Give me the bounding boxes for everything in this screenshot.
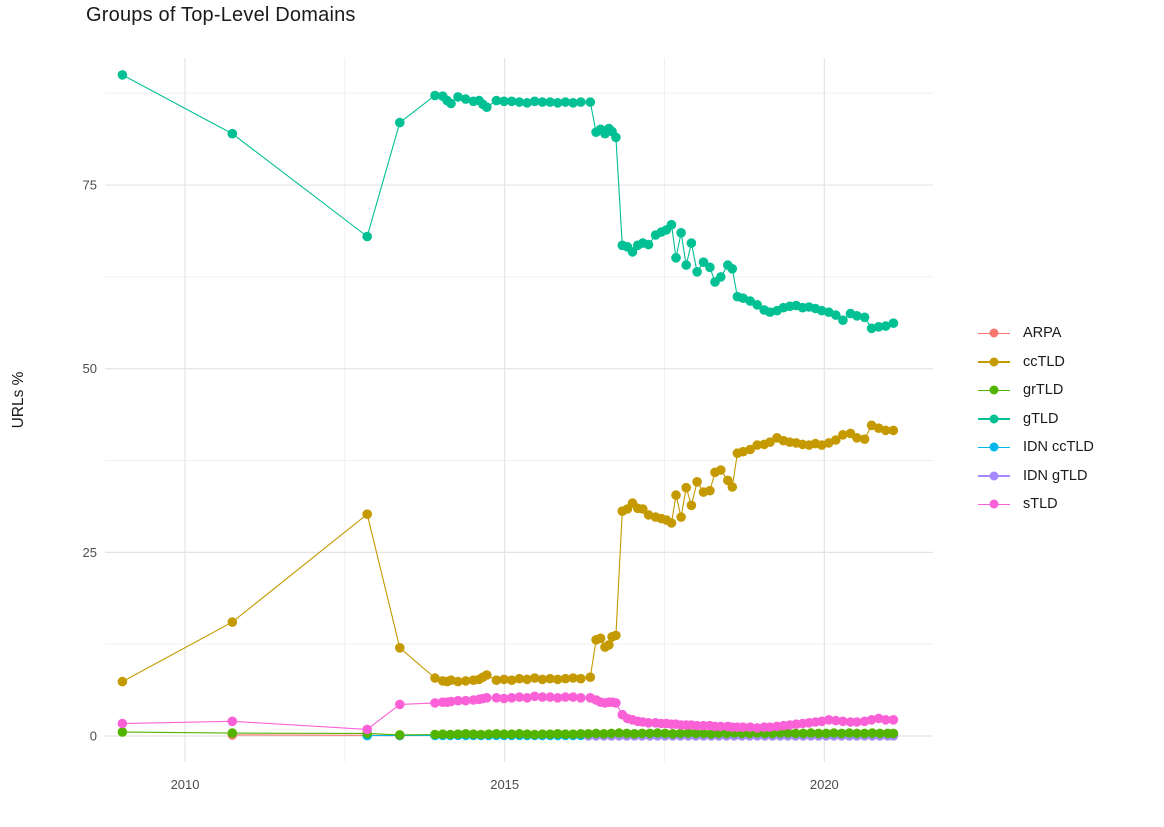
series-points (117, 70, 899, 741)
legend-item-label: ARPA (1023, 325, 1062, 342)
legend-item-label: sTLD (1023, 496, 1058, 513)
series-points-grtld (117, 727, 899, 740)
y-tick-label: 0 (90, 728, 97, 743)
series-line-cctld (122, 424, 894, 683)
legend-key-icon-arpa (978, 328, 1010, 338)
legend-item-gtld: gTLD (978, 405, 1094, 434)
legend-item-stld: sTLD (978, 490, 1094, 519)
series-points-stld (117, 691, 899, 735)
legend-key-icon-idn-gtld (978, 471, 1010, 481)
x-tick-label: 2010 (171, 777, 200, 792)
series-line-gtld (122, 74, 894, 329)
legend-item-label: gTLD (1023, 410, 1059, 427)
gridlines-major (105, 58, 933, 762)
legend-item-grtld: grTLD (978, 376, 1094, 405)
series-points-gtld (117, 70, 899, 334)
y-tick-label: 50 (83, 361, 97, 376)
y-tick-label: 25 (83, 545, 97, 560)
y-axis-tick-labels: 0 25 50 75 (83, 178, 97, 744)
x-tick-label: 2020 (810, 777, 839, 792)
legend-item-label: IDN gTLD (1023, 467, 1088, 484)
x-tick-label: 2015 (490, 777, 519, 792)
legend-item-idn-cctld: IDN ccTLD (978, 433, 1094, 462)
legend-item-label: IDN ccTLD (1023, 439, 1094, 456)
legend-item-idn-gtld: IDN gTLD (978, 462, 1094, 491)
chart-title: Groups of Top-Level Domains (86, 4, 356, 26)
legend-item-label: ccTLD (1023, 353, 1065, 370)
legend-key-icon-gtld (978, 414, 1010, 424)
legend-key-icon-grtld (978, 385, 1010, 395)
series-points-cctld (117, 420, 899, 687)
y-tick-label: 75 (83, 178, 97, 193)
series-lines (122, 74, 894, 737)
gridlines-minor (105, 58, 933, 762)
legend-key-icon-stld (978, 499, 1010, 509)
legend-item-cctld: ccTLD (978, 348, 1094, 377)
legend: ARPA ccTLD grTLD gTLD IDN ccTLD IDN gTLD sTLD (978, 319, 1094, 519)
x-axis-tick-labels: 2010 2015 2020 (171, 777, 839, 792)
legend-key-icon-cctld (978, 357, 1010, 367)
legend-key-icon-idn-cctld (978, 442, 1010, 452)
legend-item-arpa: ARPA (978, 319, 1094, 348)
legend-item-label: grTLD (1023, 382, 1064, 399)
